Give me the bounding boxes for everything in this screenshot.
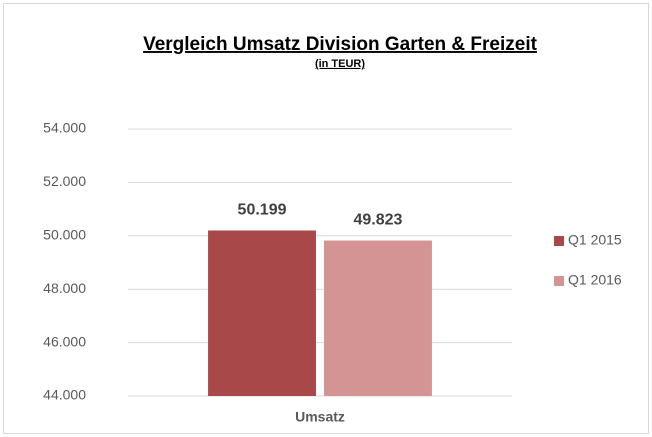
y-tick-label: 46.000	[43, 333, 86, 349]
legend-label: Q1 2016	[568, 272, 622, 288]
x-tick-label: Umsatz	[295, 409, 345, 425]
y-tick-label: 44.000	[43, 387, 86, 403]
y-tick-label: 50.000	[43, 227, 86, 243]
legend-swatch	[554, 236, 564, 246]
y-tick-label: 54.000	[43, 120, 86, 136]
y-tick-label: 48.000	[43, 280, 86, 296]
data-label: 49.823	[354, 212, 403, 229]
legend-swatch	[554, 276, 564, 286]
legend-label: Q1 2015	[568, 232, 622, 248]
chart-subtitle: (in TEUR)	[315, 58, 365, 70]
bar	[208, 230, 316, 396]
data-label: 50.199	[238, 202, 287, 219]
y-tick-label: 52.000	[43, 173, 86, 189]
chart-title: Vergleich Umsatz Division Garten & Freiz…	[143, 34, 538, 55]
bar	[324, 240, 432, 396]
